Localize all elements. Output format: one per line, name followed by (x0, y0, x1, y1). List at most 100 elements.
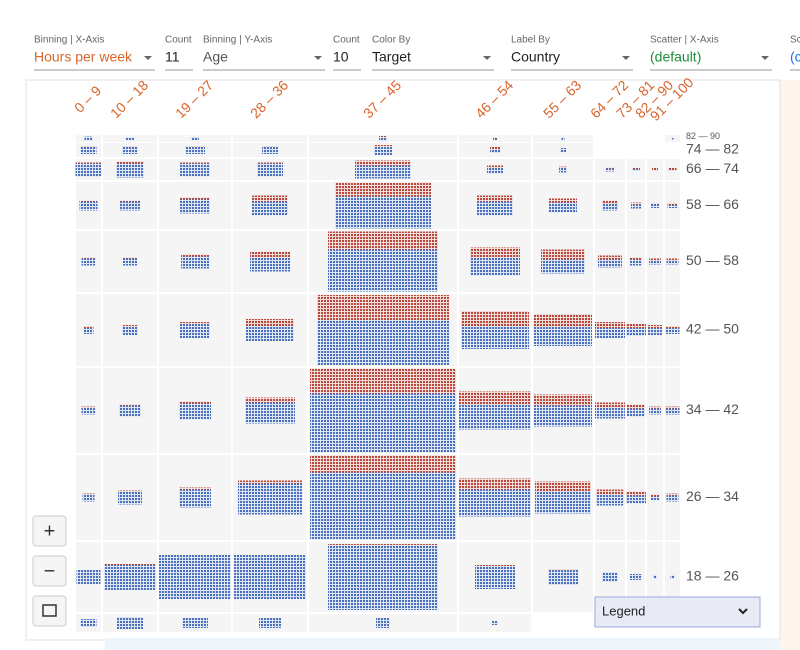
dot-cluster-blue (122, 147, 138, 154)
control-label: Count (165, 35, 192, 46)
cell (233, 135, 307, 142)
dot-cluster-red (245, 397, 295, 403)
dot-cluster-red (627, 404, 645, 409)
dot-cluster-blue (116, 163, 144, 178)
status-bar (105, 638, 780, 650)
dot-cluster-red (595, 402, 625, 408)
dot-cluster-red (630, 257, 642, 260)
dropdown[interactable] (203, 30, 325, 72)
dot-cluster-blue (606, 168, 614, 172)
dot-cluster-red (459, 478, 531, 490)
dot-cluster-red (534, 394, 592, 406)
dot-cluster-blue (534, 405, 592, 427)
dot-cluster-red (328, 544, 438, 545)
dot-cluster-blue (561, 137, 565, 140)
dot-cluster-blue (79, 201, 98, 211)
dot-cluster-red (549, 198, 577, 203)
dot-cluster-blue (595, 407, 625, 419)
dot-cluster-red (118, 490, 142, 492)
dot-cluster-red (123, 257, 137, 259)
dot-cluster-red (379, 136, 387, 137)
dot-cluster-blue (559, 167, 567, 173)
control-label: Binning | X-Axis (34, 35, 104, 46)
dot-cluster-red (487, 165, 503, 168)
dot-cluster-blue (328, 249, 438, 292)
dot-cluster-red (79, 200, 98, 202)
control-value: (default) (650, 49, 701, 65)
dot-cluster-blue (475, 566, 515, 589)
control-value: 11 (165, 49, 180, 65)
row-label: 34 — 42 (686, 401, 739, 417)
control-label: Count (333, 35, 360, 46)
row-label: 74 — 82 (686, 141, 739, 157)
dot-cluster-blue (631, 204, 641, 209)
dot-cluster-blue (159, 555, 231, 599)
control-label: Scatter | X-Axis (650, 35, 719, 46)
dot-cluster-red (666, 258, 679, 261)
zoom-in-button[interactable] (32, 515, 67, 547)
legend-chevron (738, 608, 748, 615)
dot-cluster-blue (117, 617, 143, 629)
dot-cluster-blue (83, 328, 94, 334)
dropdown[interactable] (511, 30, 633, 72)
fit-icon (42, 604, 57, 617)
dot-cluster-blue (257, 163, 283, 177)
dot-cluster-blue (310, 393, 456, 453)
dot-cluster-blue (627, 408, 645, 417)
dot-cluster-red (626, 491, 646, 496)
row-label: 26 — 34 (686, 488, 739, 504)
dot-cluster-blue (181, 256, 209, 269)
dot-cluster-blue (477, 201, 513, 216)
dot-cluster-blue (259, 618, 281, 628)
dot-cluster-red (651, 494, 659, 497)
dot-cluster-red (665, 326, 680, 328)
dot-cluster-blue (671, 137, 674, 140)
dot-cluster-blue (328, 545, 438, 610)
dot-cluster-blue (665, 408, 680, 415)
dot-cluster-red (180, 162, 210, 164)
dot-cluster-blue (310, 472, 456, 540)
zoom-out-button[interactable] (32, 555, 67, 587)
dot-cluster-red (335, 182, 431, 197)
dot-cluster-blue (246, 326, 294, 341)
dot-cluster-blue (179, 403, 211, 420)
dropdown-arrow (314, 56, 322, 60)
dot-cluster-blue (123, 258, 137, 266)
dot-cluster-blue (534, 327, 592, 346)
dot-cluster-red (595, 322, 625, 328)
control-label: Label By (511, 35, 550, 46)
dot-cluster-red (179, 487, 211, 490)
dropdown[interactable] (650, 30, 772, 72)
dot-cluster-blue (262, 147, 278, 154)
dot-cluster-blue (470, 257, 520, 276)
dot-cluster-red (652, 168, 658, 170)
dot-cluster-blue (630, 574, 642, 580)
dot-cluster-red (252, 195, 288, 202)
dropdown-arrow (483, 56, 491, 60)
dot-cluster-red (374, 145, 392, 147)
dot-cluster-red (181, 254, 209, 257)
dot-cluster-blue (122, 327, 138, 335)
dot-cluster-red (119, 404, 141, 406)
control-value: 10 (333, 49, 349, 65)
legend-box[interactable] (594, 596, 761, 628)
fit-button[interactable] (32, 595, 67, 627)
dot-cluster-red (262, 146, 278, 147)
dot-cluster-blue (180, 163, 210, 177)
dot-cluster-red (475, 565, 515, 566)
dropdown[interactable] (34, 30, 155, 72)
dot-cluster-blue (76, 570, 101, 584)
zoom-in-label: + (44, 520, 56, 542)
row-label: 50 — 58 (686, 252, 739, 268)
dot-cluster-red (328, 231, 438, 250)
dot-cluster-red (606, 167, 614, 169)
dropdown[interactable] (372, 30, 494, 72)
dot-cluster-blue (234, 555, 306, 599)
dot-cluster-blue (548, 570, 578, 585)
dot-cluster-red (180, 197, 210, 200)
dot-cluster-blue (182, 618, 208, 628)
dot-cluster-blue (490, 149, 500, 153)
dot-cluster-blue (118, 491, 142, 505)
dot-cluster-red (122, 325, 138, 327)
